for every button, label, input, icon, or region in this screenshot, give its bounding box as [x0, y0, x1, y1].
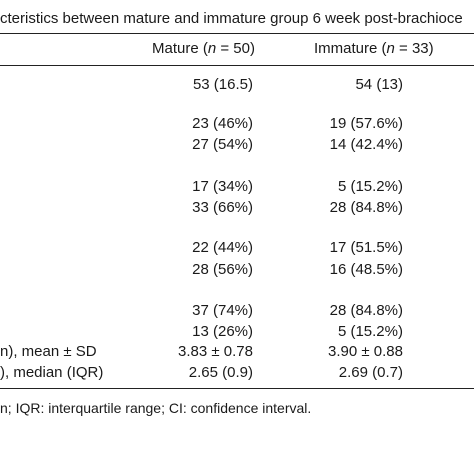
- cell-immature: 3.90 ± 0.88: [328, 343, 403, 360]
- table-footnote: n; IQR: interquartile range; CI: confide…: [0, 400, 312, 416]
- cell-immature: 5 (15.2%): [337, 178, 403, 195]
- cell-immature: 5 (15.2%): [337, 323, 403, 340]
- bottom-rule: [0, 388, 474, 389]
- cell-immature: 2.69 (0.7): [338, 364, 403, 381]
- col-header-mature: Mature (n = 50): [152, 40, 255, 57]
- cell-immature: 28 (84.8%): [329, 199, 403, 216]
- cell-immature: 16 (48.5%): [329, 261, 403, 278]
- cell-mature: 23 (46%): [192, 115, 253, 132]
- cell-immature: 14 (42.4%): [329, 136, 403, 153]
- cell-immature: 17 (51.5%): [329, 239, 403, 256]
- row-label: n), mean ± SD: [0, 343, 97, 360]
- cell-mature: 3.83 ± 0.78: [178, 343, 253, 360]
- cell-immature: 54 (13): [355, 76, 403, 93]
- cell-mature: 37 (74%): [192, 302, 253, 319]
- cell-mature: 33 (66%): [192, 199, 253, 216]
- table-title: cteristics between mature and immature g…: [0, 10, 463, 27]
- cell-mature: 17 (34%): [192, 178, 253, 195]
- row-label: ), median (IQR): [0, 364, 104, 381]
- cell-mature: 13 (26%): [192, 323, 253, 340]
- header-rule: [0, 65, 474, 66]
- cell-mature: 27 (54%): [192, 136, 253, 153]
- cell-mature: 28 (56%): [192, 261, 253, 278]
- cell-mature: 2.65 (0.9): [188, 364, 253, 381]
- cell-mature: 53 (16.5): [192, 76, 253, 93]
- cell-mature: 22 (44%): [192, 239, 253, 256]
- col-header-immature: Immature (n = 33): [314, 40, 434, 57]
- top-rule: [0, 33, 474, 34]
- cell-immature: 28 (84.8%): [329, 302, 403, 319]
- cell-immature: 19 (57.6%): [329, 115, 403, 132]
